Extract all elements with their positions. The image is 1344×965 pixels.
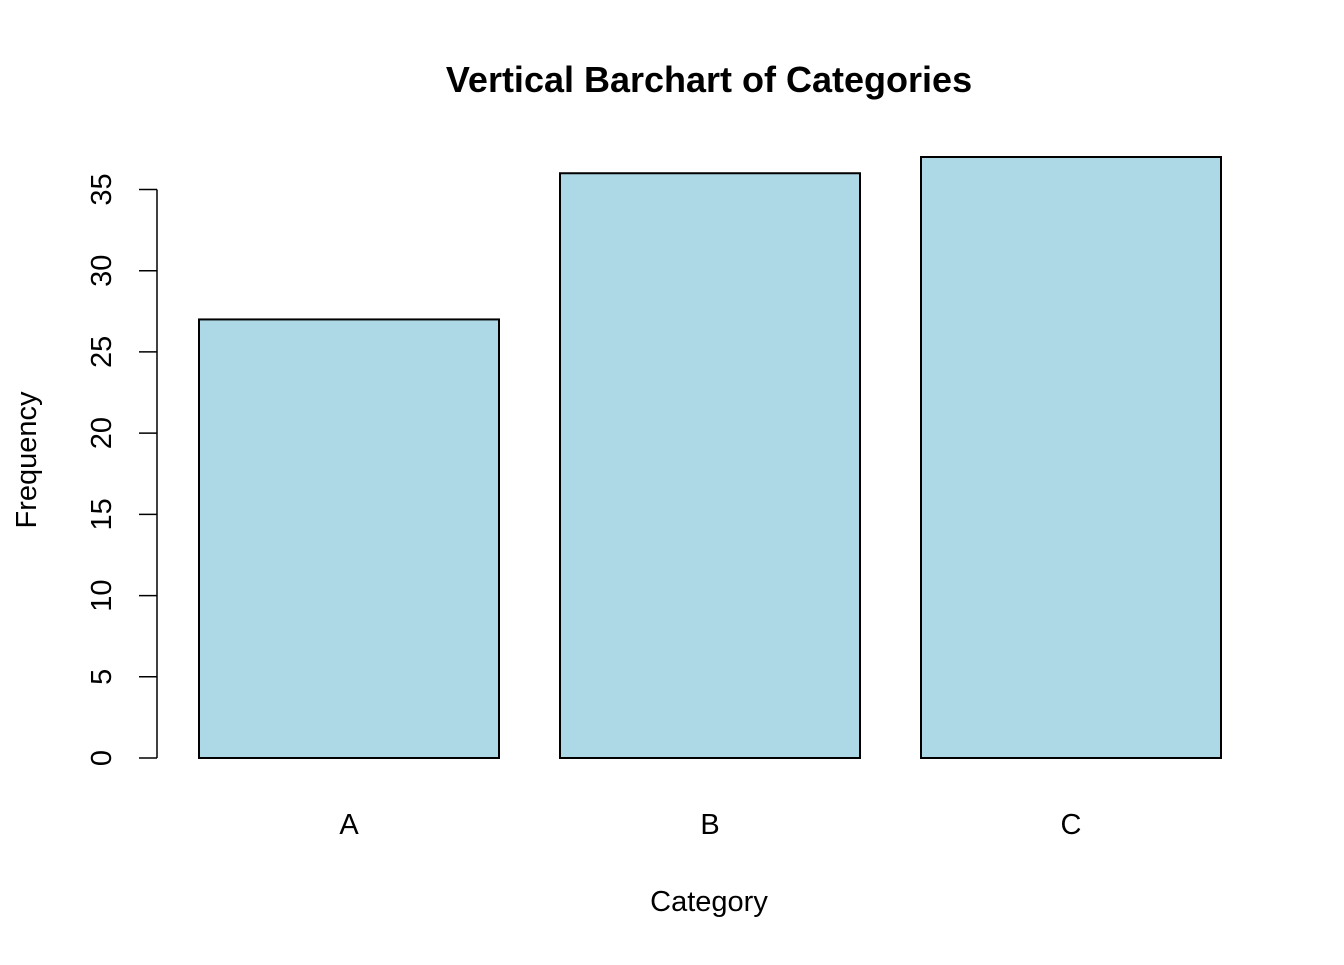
y-axis: 0 5 10 15 20 25 30 35 (86, 173, 158, 766)
bar-b (559, 172, 861, 760)
y-tick-label: 30 (86, 255, 118, 287)
y-tick-label: 5 (86, 669, 118, 685)
x-tick-label: B (700, 809, 719, 841)
x-axis-ticks: A B C (339, 809, 1081, 841)
bars-group (198, 156, 1222, 760)
x-tick-label: C (1061, 809, 1082, 841)
x-tick-label: A (339, 809, 359, 841)
y-tick-label: 0 (86, 750, 118, 766)
y-tick-label: 20 (86, 417, 118, 449)
bar-c (920, 156, 1222, 759)
x-axis-label: Category (650, 886, 768, 918)
y-tick-label: 10 (86, 579, 118, 611)
bar-a (198, 318, 500, 759)
y-tick-label: 35 (86, 173, 118, 205)
y-tick-label: 15 (86, 498, 118, 530)
y-tick-label: 25 (86, 336, 118, 368)
chart-title: Vertical Barchart of Categories (446, 59, 972, 100)
y-axis-label: Frequency (11, 391, 43, 529)
